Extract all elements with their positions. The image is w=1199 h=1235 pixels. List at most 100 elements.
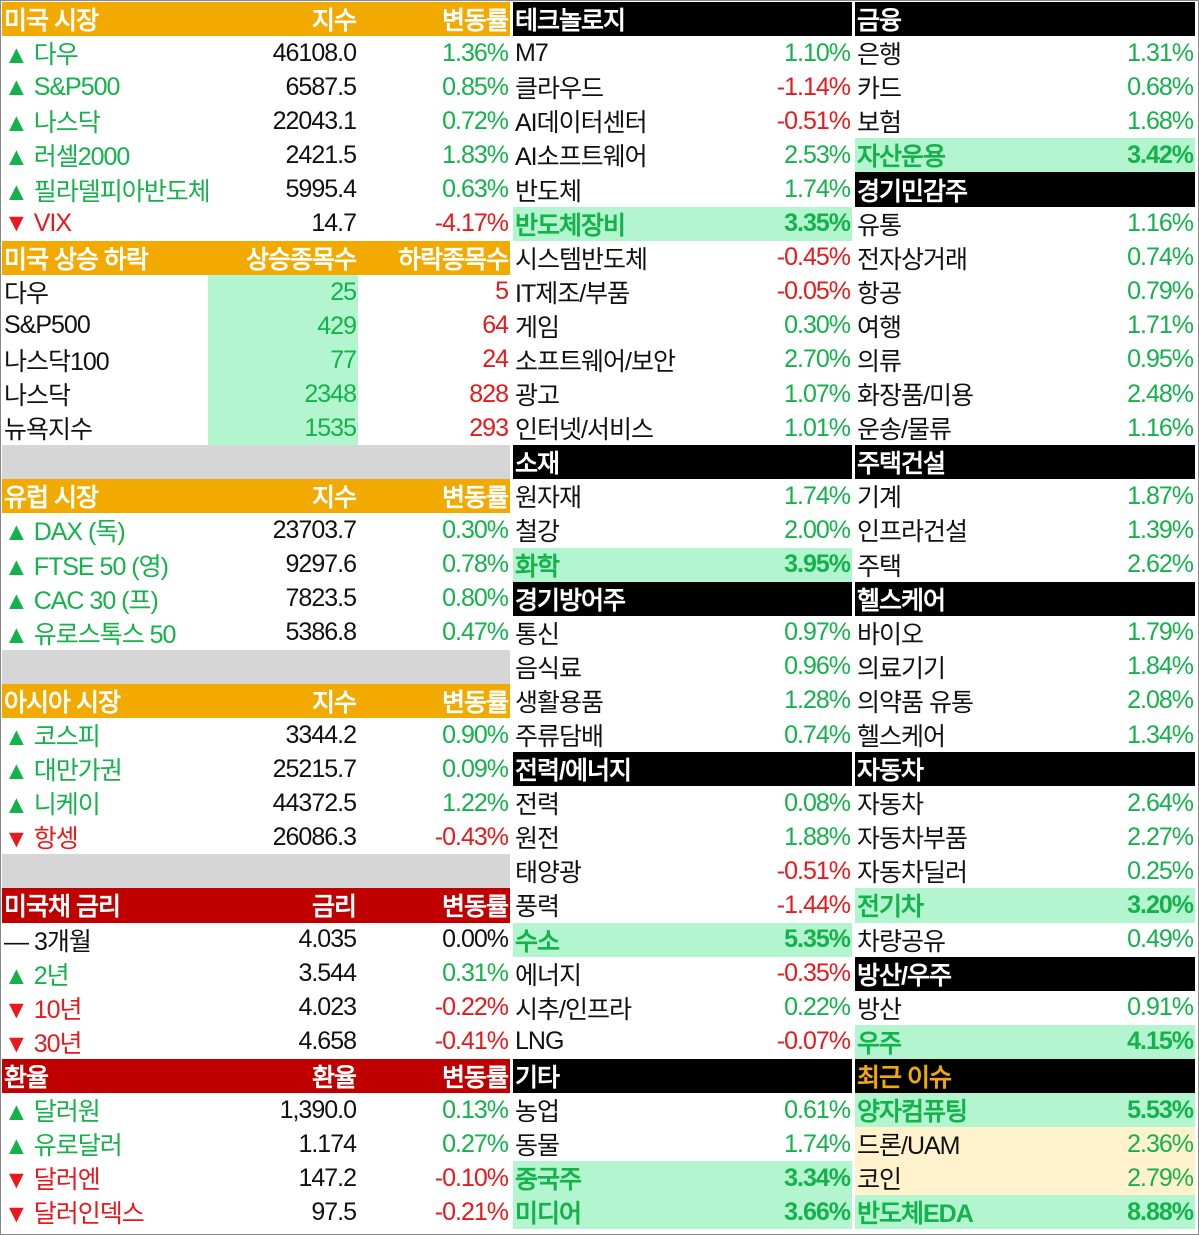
row-change: 0.31% xyxy=(442,959,509,988)
header-cell: 지수 xyxy=(311,7,357,36)
sector-row: 양자컴퓨팅 5.53% xyxy=(855,1093,1195,1128)
sector-name: 헬스케어 xyxy=(857,723,946,752)
treasury-header: 미국채 금리 금리 변동률 xyxy=(2,888,510,923)
row-label: ▼ 항셍 xyxy=(2,820,208,854)
sector-name: 통신 xyxy=(515,620,560,649)
row-name: 10년 xyxy=(33,995,83,1024)
asia-header: 아시아 시장 지수 변동률 xyxy=(2,683,510,718)
row-name: DAX (독) xyxy=(33,518,126,547)
middle-panel: 테크놀로지 M7 1.10% 클라우드 -1.14% AI데이터센터 -0.51% AI소프트… xyxy=(513,2,852,1230)
sector-change: 1.84% xyxy=(1127,652,1194,681)
row-label: ▲ 유로스톡스 50 xyxy=(2,616,208,650)
header-cell: 상승종목수 xyxy=(245,245,357,274)
sector-row: 카드 0.68% xyxy=(855,70,1195,104)
sector-row: 전자상거래 0.74% xyxy=(855,241,1195,275)
sector-header: 경기민감주 xyxy=(855,172,1195,207)
sector-name: 주택 xyxy=(857,552,902,581)
row-name: 달러인덱스 xyxy=(33,1200,145,1229)
up-triangle-icon: ▲ xyxy=(4,518,34,547)
row-change: 1.36% xyxy=(442,38,509,67)
row-label: ▼ 달러인덱스 xyxy=(2,1195,208,1229)
row-label: ▲ FTSE 50 (영) xyxy=(2,548,208,582)
sector-row: 의료기기 1.84% xyxy=(855,650,1195,684)
sector-change: 1.71% xyxy=(1127,311,1194,340)
table-row: 다우 25 5 xyxy=(2,274,510,309)
sector-change: 1.10% xyxy=(784,38,851,67)
down-triangle-icon: ▼ xyxy=(4,825,34,854)
row-name: 다우 xyxy=(33,41,79,70)
row-value: 4.658 xyxy=(298,1027,357,1056)
sector-title: 기타 xyxy=(515,1063,560,1092)
header-cell: 미국 상승 하락 xyxy=(4,245,149,274)
sector-change: 0.61% xyxy=(784,1095,851,1124)
sector-row: 인프라건설 1.39% xyxy=(855,513,1195,547)
header-cell: 하락종목수 xyxy=(397,245,509,274)
down-triangle-icon: ▼ xyxy=(4,1200,34,1229)
section-divider xyxy=(2,854,510,889)
sector-row: AI소프트웨어 2.53% xyxy=(513,138,852,172)
sector-row: 드론/UAM 2.36% xyxy=(855,1127,1195,1162)
row-change: 0.13% xyxy=(442,1095,509,1124)
sector-change: 2.79% xyxy=(1127,1163,1194,1192)
table-row: 나스닥100 77 24 xyxy=(2,342,510,378)
sector-row: 동물 1.74% xyxy=(513,1127,852,1161)
row-value: 147.2 xyxy=(298,1163,357,1192)
sector-row: 의류 0.95% xyxy=(855,343,1195,377)
sector-change: 0.25% xyxy=(1127,856,1194,885)
sector-change: 0.74% xyxy=(784,720,851,749)
row-name: 대만가권 xyxy=(33,757,123,786)
sector-change: 5.53% xyxy=(1127,1095,1194,1124)
sector-name: 차량공유 xyxy=(857,927,946,956)
sector-change: 0.74% xyxy=(1127,243,1194,272)
sector-row: 화장품/미용 2.48% xyxy=(855,377,1195,411)
sector-title: 자동차 xyxy=(857,757,924,786)
table-row: ▲ S&P500 6587.5 0.85% xyxy=(2,70,510,104)
sector-name: 반도체 xyxy=(515,177,582,206)
table-row: ▲ FTSE 50 (영) 9297.6 0.78% xyxy=(2,548,510,582)
sector-name: IT제조/부품 xyxy=(515,279,630,308)
decliners-count: 5 xyxy=(495,277,509,306)
sector-change: 0.97% xyxy=(784,618,851,647)
row-value: 6587.5 xyxy=(285,72,357,101)
table-row: ▲ 러셀2000 2421.5 1.83% xyxy=(2,138,510,172)
sector-row: 주류담배 0.74% xyxy=(513,718,852,752)
row-name: 코스피 xyxy=(33,723,101,752)
row-value: 23703.7 xyxy=(272,515,357,544)
row-label: ▲ 코스피 xyxy=(2,718,208,752)
sector-change: 1.79% xyxy=(1127,618,1194,647)
sector-change: 1.01% xyxy=(784,413,851,442)
up-triangle-icon: ▲ xyxy=(4,177,34,206)
sector-change: 2.27% xyxy=(1127,822,1194,851)
sector-change: 1.34% xyxy=(1127,720,1194,749)
sector-row: M7 1.10% xyxy=(513,36,852,70)
table-row: ▲ 2년 3.544 0.31% xyxy=(2,957,510,991)
sector-name: 드론/UAM xyxy=(857,1132,961,1161)
row-change: 1.22% xyxy=(442,788,509,817)
row-change: 0.00% xyxy=(442,925,509,954)
sector-name: 운송/물류 xyxy=(857,416,952,445)
sector-name: 광고 xyxy=(515,382,560,411)
sector-change: -0.51% xyxy=(776,106,851,135)
row-change: 0.78% xyxy=(442,550,509,579)
sector-row: 원전 1.88% xyxy=(513,820,852,854)
table-row: ▼ 30년 4.658 -0.41% xyxy=(2,1025,510,1059)
sector-row: 헬스케어 1.34% xyxy=(855,718,1195,752)
row-change: -0.10% xyxy=(434,1163,509,1192)
sector-name: 전기차 xyxy=(857,893,924,922)
row-value: 14.7 xyxy=(311,209,357,238)
sector-header: 소재 xyxy=(513,445,852,480)
row-name: 나스닥 xyxy=(33,109,101,138)
row-label: — 3개월 xyxy=(2,923,208,957)
sector-name: 소프트웨어/보안 xyxy=(515,347,676,376)
sector-row: 자산운용 3.42% xyxy=(855,138,1195,173)
up-triangle-icon: ▲ xyxy=(4,41,34,70)
sector-change: 3.66% xyxy=(784,1197,851,1226)
sector-header: 최근 이슈 xyxy=(855,1058,1195,1093)
sector-name: 바이오 xyxy=(857,620,924,649)
sector-row: 태양광 -0.51% xyxy=(513,854,852,888)
sector-header: 전력/에너지 xyxy=(513,752,852,787)
sector-name: 전자상거래 xyxy=(857,245,968,274)
row-name: S&P500 xyxy=(33,72,121,101)
row-value: 22043.1 xyxy=(272,106,357,135)
table-row: ▲ 다우 46108.0 1.36% xyxy=(2,36,510,70)
